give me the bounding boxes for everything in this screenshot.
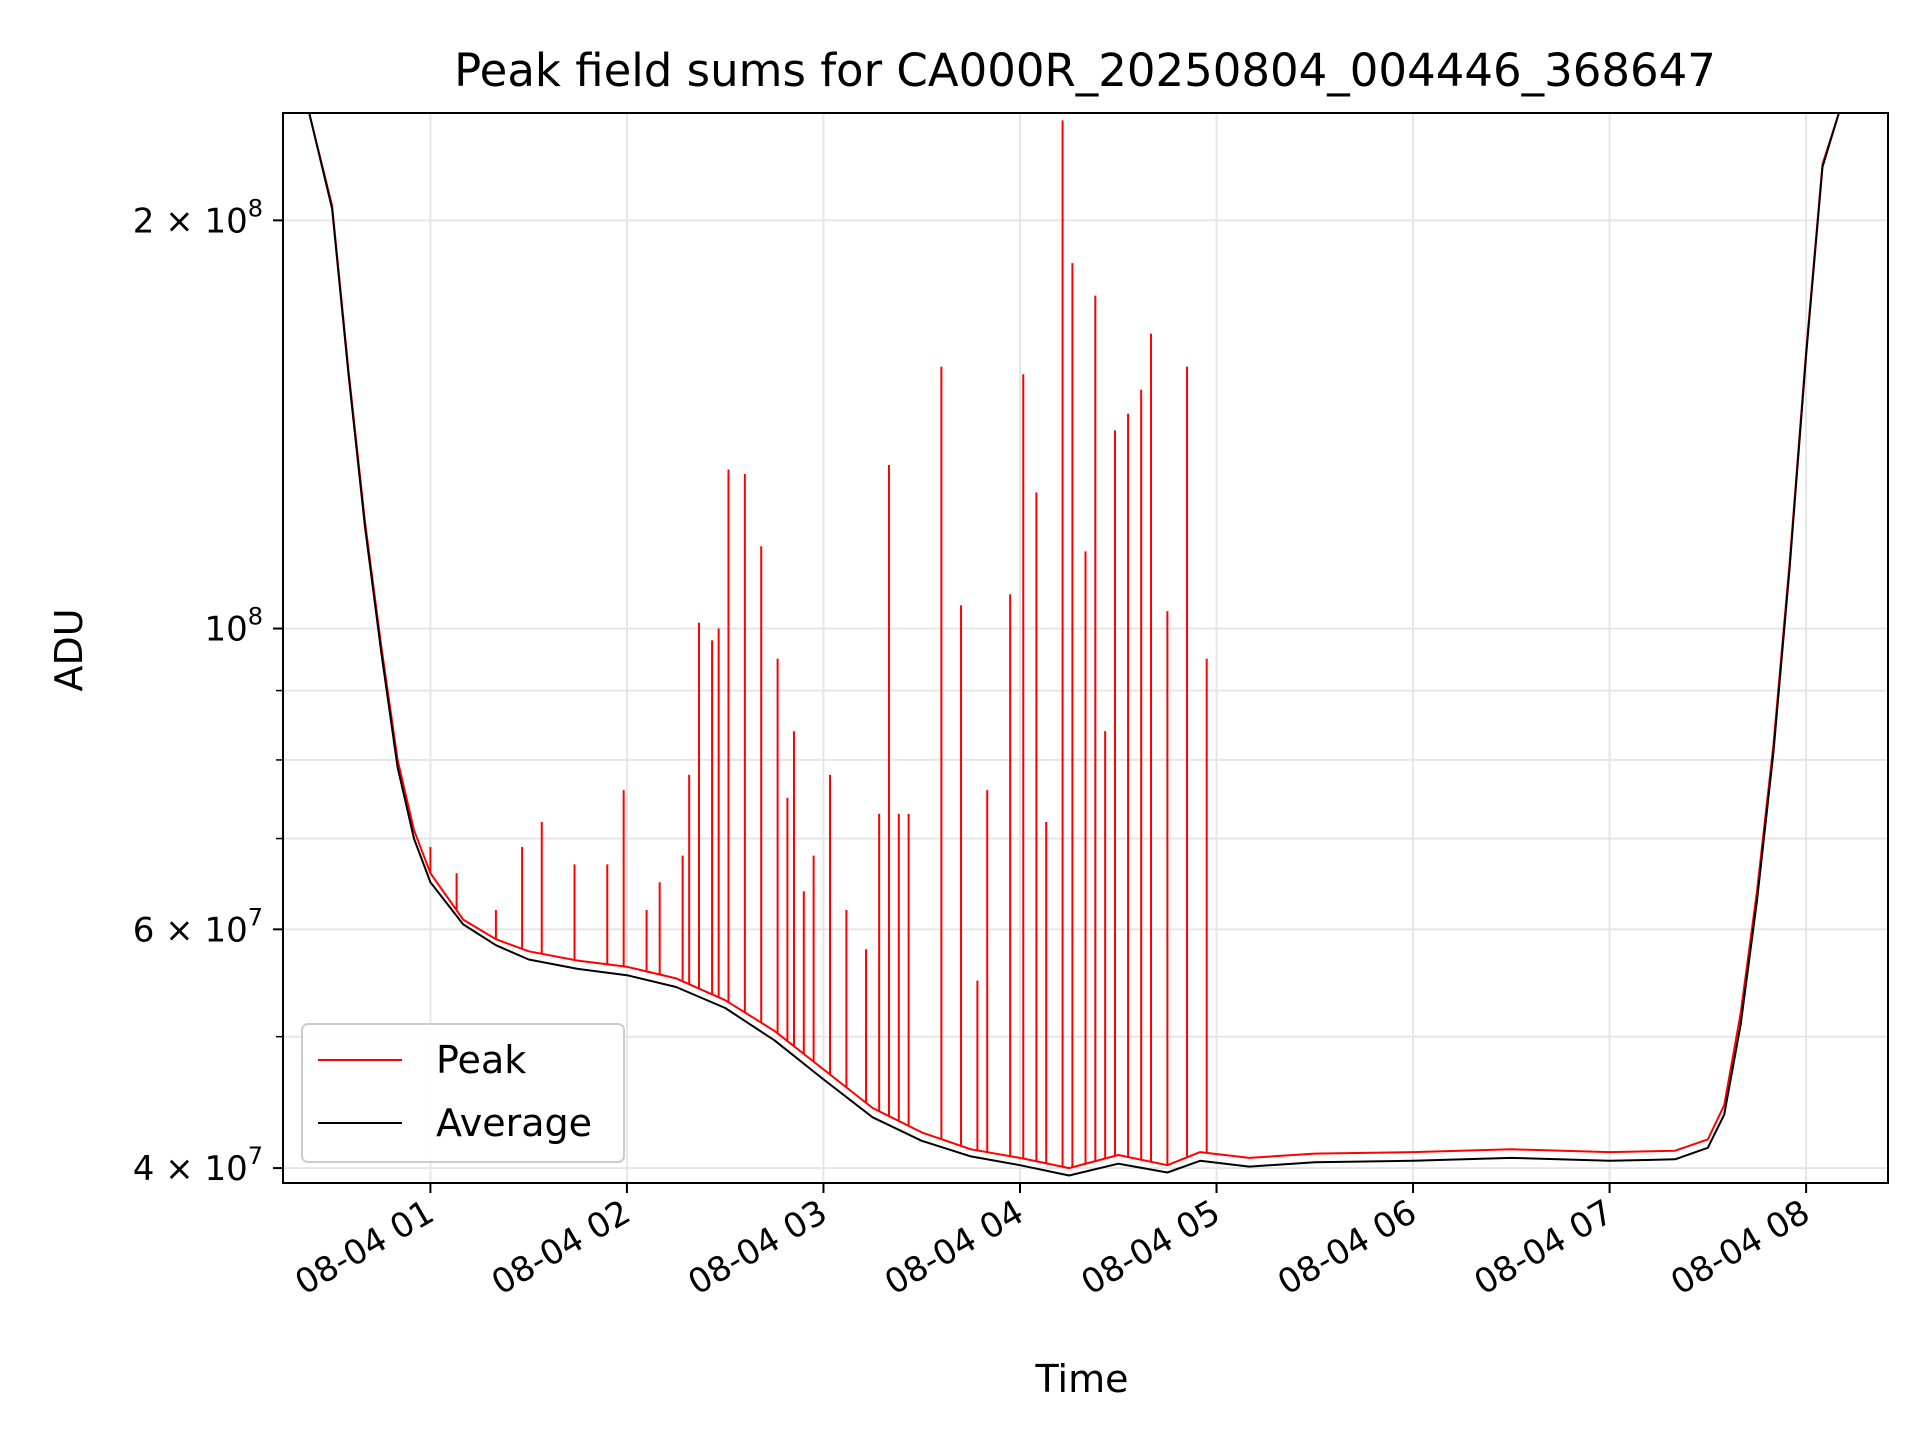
- legend-label-peak: Peak: [436, 1038, 526, 1082]
- y-tick-label: 4 × 107: [133, 1142, 263, 1189]
- y-axis-label: ADU: [47, 608, 91, 691]
- plot-frame: [282, 112, 1889, 1184]
- legend-box: [301, 1023, 625, 1163]
- series-peak-line: [283, 113, 1888, 1170]
- legend: Peak Average: [301, 1023, 625, 1163]
- chart-title: Peak field sums for CA000R_20250804_0044…: [454, 44, 1716, 97]
- x-axis-label: Time: [1035, 1357, 1129, 1401]
- legend-label-average: Average: [436, 1101, 592, 1145]
- series-layer: [283, 113, 1888, 1177]
- y-tick-label: 6 × 107: [133, 903, 263, 950]
- y-tick-label: 2 × 108: [133, 194, 263, 241]
- series-average-line: [283, 113, 1888, 1177]
